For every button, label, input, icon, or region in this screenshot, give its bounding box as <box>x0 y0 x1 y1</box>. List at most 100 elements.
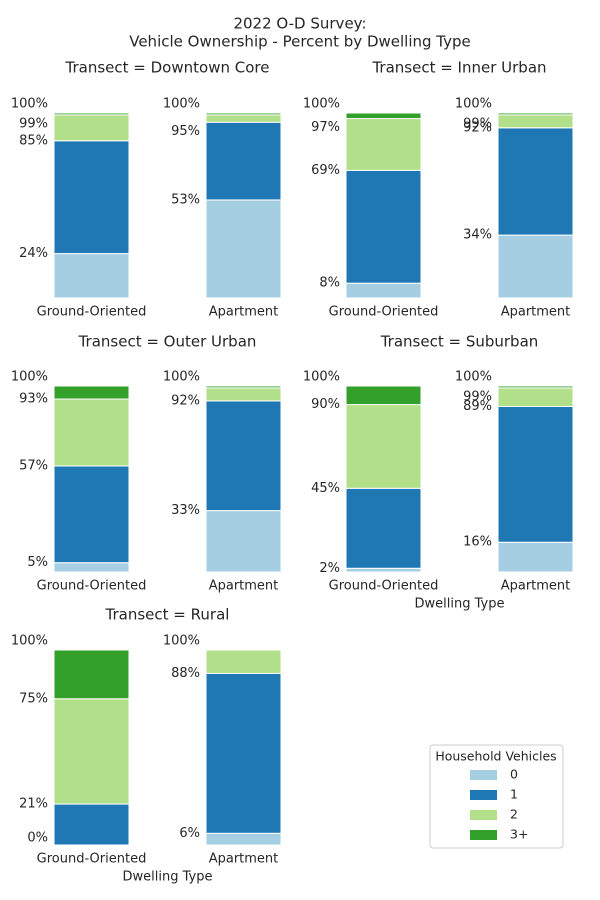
x-axis-label: Dwelling Type <box>415 597 505 612</box>
legend-swatch <box>470 770 497 780</box>
y-tick-label: 92% <box>171 393 200 408</box>
facet-title: Transect = Inner Urban <box>371 59 546 77</box>
bar-segment <box>497 127 574 236</box>
bar-segment <box>497 541 574 573</box>
bar-segment <box>53 649 130 700</box>
bar-segment <box>497 387 574 407</box>
y-tick-label: 90% <box>311 397 340 412</box>
y-tick-label: 53% <box>171 192 200 207</box>
y-tick-label: 45% <box>311 481 340 496</box>
facet-title: Transect = Rural <box>105 606 230 624</box>
x-tick-label: Ground-Oriented <box>37 579 147 594</box>
bar-segment <box>497 114 574 129</box>
bar-segment <box>53 385 130 400</box>
y-tick-label: 97% <box>311 120 340 135</box>
y-tick-label: 99% <box>463 116 492 131</box>
y-tick-label: 100% <box>11 97 48 112</box>
y-tick-label: 100% <box>11 370 48 385</box>
bar-segment <box>205 400 282 512</box>
bar-segment <box>53 465 130 564</box>
bar-segment <box>345 567 422 573</box>
legend-swatch <box>470 810 497 820</box>
y-tick-label: 34% <box>463 228 492 243</box>
bar-segment <box>53 562 130 573</box>
bar-segment <box>345 112 422 120</box>
bar-segment <box>345 385 422 406</box>
bar-segment <box>205 121 282 201</box>
x-tick-label: Apartment <box>209 305 279 320</box>
legend-label: 2 <box>510 807 518 822</box>
legend-label: 1 <box>510 787 518 802</box>
x-tick-label: Ground-Oriented <box>37 852 147 867</box>
bar-segment <box>205 672 282 834</box>
y-tick-label: 85% <box>19 133 48 148</box>
y-tick-label: 92% <box>463 120 492 135</box>
bar-segment <box>205 832 282 846</box>
y-tick-label: 95% <box>171 124 200 139</box>
y-tick-label: 75% <box>19 691 48 706</box>
bar-segment <box>205 387 282 402</box>
bar-segment <box>205 385 282 389</box>
bar-segment <box>53 398 130 467</box>
bar-segment <box>345 118 422 171</box>
y-tick-label: 99% <box>463 389 492 404</box>
y-tick-label: 5% <box>27 555 48 570</box>
bar-segment <box>345 404 422 489</box>
chart-subtitle: Vehicle Ownership - Percent by Dwelling … <box>129 33 471 51</box>
y-tick-label: 33% <box>171 503 200 518</box>
bar-segment <box>53 803 130 846</box>
y-tick-label: 89% <box>463 399 492 414</box>
legend-label: 0 <box>510 767 518 782</box>
y-tick-label: 100% <box>455 370 492 385</box>
bar-segment <box>345 487 422 569</box>
y-tick-label: 57% <box>19 458 48 473</box>
x-tick-label: Ground-Oriented <box>329 305 439 320</box>
bar-segment <box>345 282 422 299</box>
x-tick-label: Apartment <box>209 579 279 594</box>
facet-title: Transect = Suburban <box>380 333 539 351</box>
y-tick-label: 21% <box>19 797 48 812</box>
legend-swatch <box>470 830 497 840</box>
y-tick-label: 93% <box>19 392 48 407</box>
y-tick-label: 0% <box>27 831 48 846</box>
x-tick-label: Ground-Oriented <box>329 579 439 594</box>
y-tick-label: 100% <box>303 97 340 112</box>
bar-segment <box>205 112 282 116</box>
x-tick-label: Apartment <box>501 579 571 594</box>
y-tick-label: 2% <box>319 561 340 576</box>
y-tick-label: 100% <box>163 634 200 649</box>
y-tick-label: 100% <box>11 634 48 649</box>
bar-segment <box>497 234 574 299</box>
bar-segment <box>53 253 130 299</box>
bar-segment <box>53 112 130 116</box>
y-tick-label: 88% <box>171 666 200 681</box>
bar-segment <box>53 140 130 255</box>
legend-swatch <box>470 790 497 800</box>
bar-segment <box>345 169 422 284</box>
bar-segment <box>497 385 574 389</box>
y-tick-label: 100% <box>163 97 200 112</box>
bar-segment <box>53 698 130 805</box>
y-tick-label: 16% <box>463 535 492 550</box>
y-tick-label: 6% <box>179 826 200 841</box>
bar-segment <box>205 649 282 674</box>
facet-title: Transect = Downtown Core <box>65 59 270 77</box>
y-tick-label: 24% <box>19 246 48 261</box>
bar-segment <box>53 114 130 142</box>
bar-segment <box>497 112 574 116</box>
x-axis-label: Dwelling Type <box>123 870 213 885</box>
facet-title: Transect = Outer Urban <box>78 333 257 351</box>
y-tick-label: 100% <box>163 370 200 385</box>
x-tick-label: Ground-Oriented <box>37 305 147 320</box>
legend-label: 3+ <box>510 827 528 842</box>
bar-segment <box>205 510 282 573</box>
bar-segment <box>205 199 282 299</box>
y-tick-label: 100% <box>455 97 492 112</box>
y-tick-label: 69% <box>311 163 340 178</box>
x-tick-label: Apartment <box>501 305 571 320</box>
bar-segment <box>205 114 282 123</box>
legend-title: Household Vehicles <box>435 749 556 764</box>
bar-segment <box>497 405 574 543</box>
y-tick-label: 8% <box>319 276 340 291</box>
y-tick-label: 99% <box>19 116 48 131</box>
